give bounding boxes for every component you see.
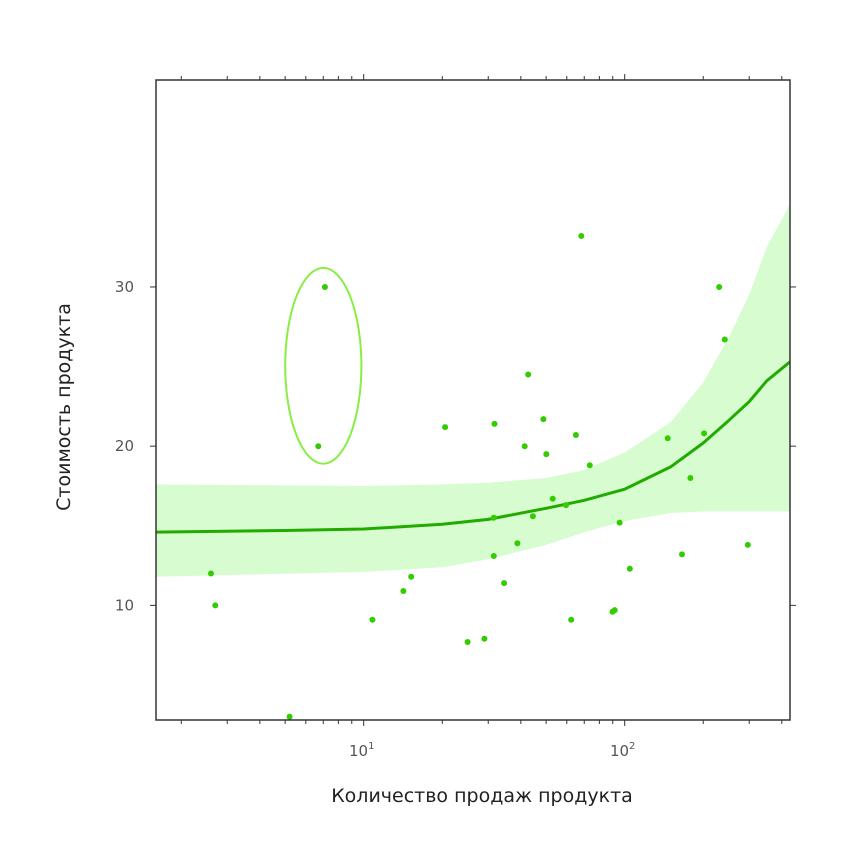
data-point	[611, 607, 618, 614]
data-point	[208, 570, 214, 577]
data-point	[572, 432, 579, 438]
data-point	[490, 514, 497, 521]
data-point	[408, 573, 415, 580]
data-point	[501, 580, 508, 587]
axis-ticks	[150, 74, 796, 726]
data-point	[540, 416, 547, 423]
data-point	[514, 540, 521, 547]
y-axis-title: Стоимость продукта	[53, 303, 75, 511]
data-point	[744, 541, 751, 548]
data-point	[721, 336, 728, 343]
data-point	[464, 639, 471, 645]
data-point	[563, 502, 569, 509]
data-point	[687, 475, 694, 481]
data-point	[442, 424, 449, 431]
y-tick-label: 20	[115, 437, 134, 455]
data-point	[315, 443, 322, 450]
data-point	[543, 451, 550, 458]
data-point	[529, 513, 536, 520]
data-point	[716, 284, 723, 290]
data-point	[286, 713, 293, 720]
data-point	[521, 443, 528, 450]
highlight-ellipse	[284, 266, 363, 465]
x-tick-label: 101	[349, 741, 374, 760]
fit-line	[156, 360, 790, 534]
data-point	[321, 284, 328, 290]
plot-frame	[155, 79, 791, 721]
data-point	[568, 616, 575, 623]
data-point	[701, 430, 708, 437]
data-point	[679, 551, 685, 558]
plot-area	[156, 204, 790, 720]
data-point	[616, 519, 623, 526]
data-point	[212, 602, 219, 609]
y-tick-label: 30	[115, 278, 134, 296]
confidence-band	[156, 204, 790, 577]
y-tick-label: 10	[115, 596, 134, 614]
data-point	[491, 420, 498, 427]
data-point	[481, 635, 488, 642]
data-point	[578, 233, 585, 239]
x-axis-title: Количество продаж продукта	[331, 785, 633, 807]
data-point	[369, 616, 376, 623]
data-point	[549, 495, 556, 502]
data-point	[400, 588, 407, 594]
data-point	[490, 553, 497, 559]
data-point	[586, 462, 593, 469]
data-point	[626, 565, 633, 572]
data-points	[208, 233, 751, 720]
data-point	[664, 435, 671, 442]
tick-labels: 10 20 30 101 102	[115, 278, 636, 760]
data-point	[525, 371, 532, 378]
x-tick-label: 102	[610, 741, 635, 760]
